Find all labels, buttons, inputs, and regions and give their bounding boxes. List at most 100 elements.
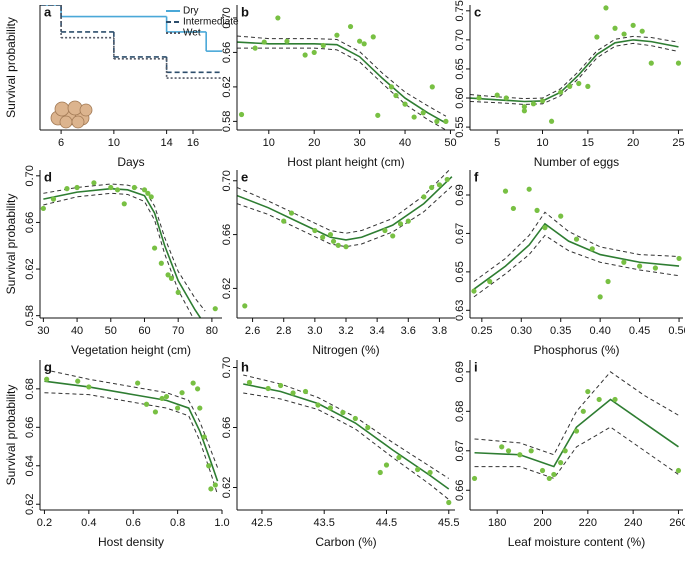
x-tick-label: 10 [108,137,120,149]
data-point [639,28,645,34]
x-tick-label: 16 [187,137,199,149]
data-point [427,469,433,476]
data-point [446,499,452,506]
data-point [91,180,97,186]
data-point [648,60,654,66]
panel: 0.2 0.4 0.6 0.8 1.0 0.62 0.64 0.66 0.68 g Host den… [4,359,229,549]
x-axis-label: Days [117,155,144,169]
data-point [411,114,417,120]
data-point [534,207,540,213]
data-point [179,390,185,396]
data-point [637,263,643,269]
panel: 42.5 43.5 44.5 45.5 0.62 0.66 0.70 h Carbon (%) [221,357,460,549]
x-tick-label: 0.40 [589,325,610,337]
egg-icon [50,100,93,129]
y-tick-label: 0.65 [454,58,466,79]
y-tick-label: 0.67 [454,440,466,461]
y-tick-label: 0.63 [454,300,466,321]
data-point [605,278,611,285]
data-point [75,378,81,384]
y-tick-label: 0.70 [454,29,466,50]
data-point [390,233,396,239]
y-tick-label: 0.60 [454,87,466,108]
data-point [558,89,564,95]
x-tick-label: 6 [58,137,64,149]
data-point [596,396,602,403]
x-tick-label: 2.6 [245,325,260,337]
data-point [388,84,395,90]
data-point [585,388,591,395]
data-point [208,486,214,492]
data-point [335,242,341,248]
y-tick-label: 0.70 [24,165,36,186]
data-point [675,60,682,66]
data-point [281,218,287,224]
x-tick-label: 3.2 [338,325,353,337]
y-tick-label: 0.62 [221,76,233,97]
data-point [278,382,284,389]
confidence-band [473,211,680,282]
data-point [302,52,308,58]
confidence-band [237,170,450,234]
data-point [141,187,148,193]
x-tick-label: 0.30 [511,325,532,337]
data-point [652,265,658,271]
confidence-band [470,42,679,105]
data-point [621,259,627,265]
data-point [275,15,281,21]
confidence-band [237,185,453,248]
data-point [352,415,358,422]
x-tick-label: 40 [71,325,83,337]
x-tick-label: 20 [627,137,639,149]
data-point [165,272,171,278]
data-point [510,205,516,212]
confidence-band [237,47,447,130]
panel-letter: e [241,169,248,184]
data-point [151,245,158,251]
x-axis-label: Host plant height (cm) [287,155,404,169]
data-point [135,380,141,386]
x-tick-label: 1.0 [214,517,229,529]
data-point [476,95,482,101]
data-point [429,84,435,90]
x-tick-label: 14 [160,137,172,149]
y-tick-label: 0.62 [221,477,233,498]
panel-letter: c [474,4,481,19]
data-point [573,236,580,242]
plot-area [40,180,218,318]
y-tick-label: 0.66 [454,480,466,501]
y-tick-label: 0.62 [24,258,36,279]
panel: 2.6 2.8 3.0 3.2 3.4 3.6 3.8 0.62 0.66 0.70 e Nitrog… [221,169,455,357]
y-tick-label: 0.58 [221,111,233,132]
data-point [377,469,383,476]
x-tick-label: 50 [105,325,117,337]
panel: 0.25 0.30 0.35 0.40 0.45 0.50 0.63 0.65 0.67 0.69… [454,169,685,357]
data-point [542,225,548,231]
data-point [521,108,527,114]
data-point [190,380,196,386]
confidence-band [474,371,679,456]
x-tick-label: 15 [582,137,594,149]
data-point [415,466,421,473]
data-point [252,45,258,51]
x-tick-label: 2.8 [276,325,291,337]
data-point [159,395,165,402]
data-point [370,34,376,40]
x-tick-label: 40 [399,137,411,149]
x-axis-label: Phosphorus (%) [533,343,619,357]
data-point [44,376,50,382]
data-point [676,255,682,262]
panel-letter: d [44,169,52,184]
data-point [50,196,57,202]
y-tick-label: 0.69 [454,361,466,382]
data-point [261,39,267,45]
plot-area [44,369,219,495]
confidence-band [243,392,450,500]
data-point [548,118,555,124]
x-axis-label: Vegetation height (cm) [71,343,191,357]
panel-letter: i [474,359,478,374]
fitted-line [43,187,202,318]
data-point [494,92,500,98]
data-point [562,448,568,454]
x-tick-label: 0.25 [471,325,492,337]
